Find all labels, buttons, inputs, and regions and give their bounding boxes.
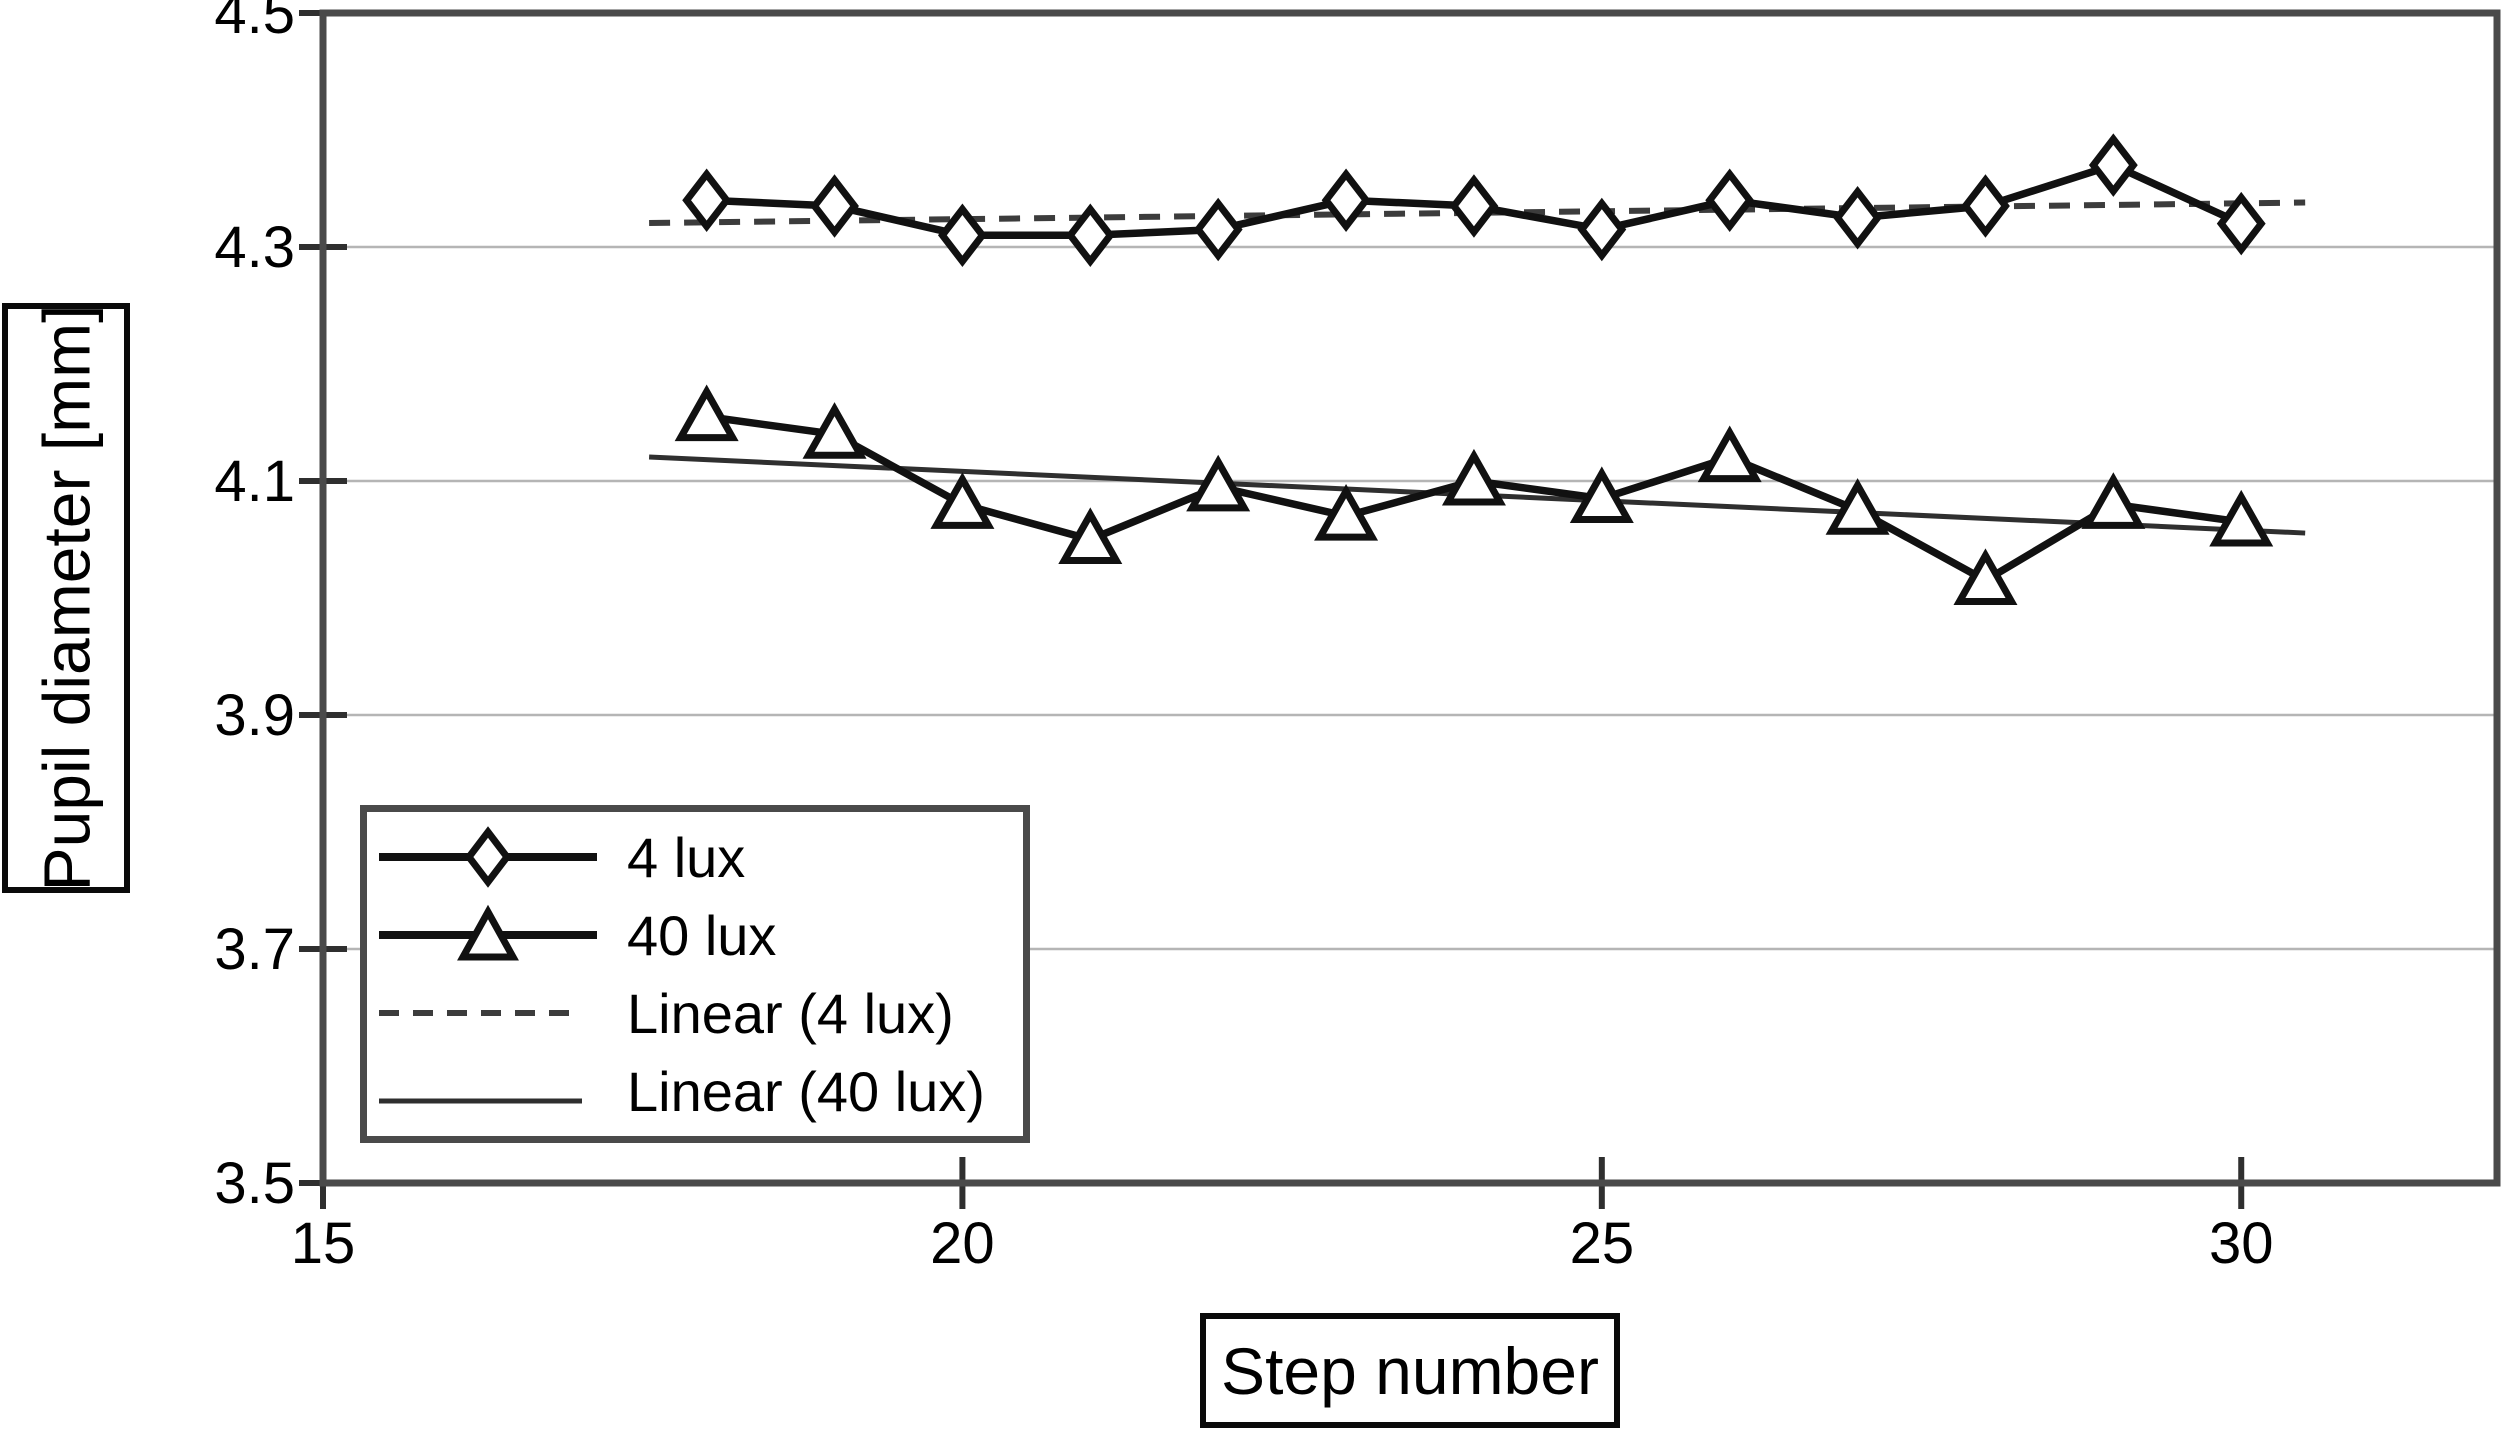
diamond-marker (2216, 191, 2266, 256)
x-tick-label: 30 (2209, 1211, 2274, 1276)
diamond-marker (1449, 174, 1499, 238)
x-tick-label: 15 (291, 1211, 356, 1276)
legend-label: Linear (4 lux) (627, 981, 954, 1045)
dashed-line-icon (379, 1010, 572, 1016)
triangle-marker (674, 384, 739, 442)
triangle-marker (802, 402, 867, 459)
diamond-marker (1961, 174, 2010, 238)
y-tick-label: 4.3 (214, 215, 295, 280)
legend-label: 40 lux (627, 903, 777, 967)
x-tick-label: 25 (1570, 1211, 1635, 1276)
plot-border (319, 9, 2501, 1187)
diamond-marker-icon (379, 826, 597, 888)
diamond-marker (1833, 186, 1883, 250)
y-tick-label: 3.7 (214, 917, 295, 982)
diamond-marker (1577, 197, 1627, 262)
diamond-marker (810, 174, 859, 238)
legend-item-linear-40lux: Linear (40 lux) (367, 1052, 1023, 1130)
triangle-marker (1058, 507, 1123, 564)
triangle-marker (1825, 478, 1890, 535)
triangle-marker (1953, 548, 2018, 605)
legend-item-linear-4lux: Linear (4 lux) (367, 974, 1023, 1052)
triangle-marker (2209, 489, 2274, 547)
y-axis-title-box: Pupil diameter [mm] (2, 303, 130, 893)
y-tick-label: 3.9 (214, 683, 295, 748)
solid-line-icon (379, 1098, 582, 1104)
legend-item-40lux: 40 lux (367, 896, 1023, 974)
diamond-marker (1705, 168, 1755, 232)
legend-label: 4 lux (627, 825, 746, 889)
diamond-marker (682, 168, 732, 232)
trendline-dashed (649, 199, 2306, 227)
y-axis-title: Pupil diameter [mm] (29, 304, 104, 892)
diamond-marker (1321, 168, 1371, 232)
diamond-marker (2088, 133, 2138, 197)
y-tick-label: 4.1 (214, 449, 295, 514)
diamond-marker (1065, 203, 1115, 268)
triangle-marker (930, 472, 995, 529)
y-tick-label: 3.5 (214, 1151, 295, 1216)
diamond-marker (937, 203, 987, 268)
diamond-marker (1193, 197, 1243, 262)
triangle-marker (1441, 448, 1506, 506)
y-tick-label: 4.5 (214, 0, 295, 46)
x-tick-label: 20 (930, 1211, 995, 1276)
triangle-marker (1186, 454, 1251, 512)
triangle-marker (2081, 472, 2146, 529)
x-axis-title-box: Step number (1200, 1313, 1620, 1428)
triangle-marker (1569, 466, 1634, 524)
legend-label: Linear (40 lux) (627, 1059, 985, 1123)
x-axis-title: Step number (1221, 1333, 1599, 1408)
triangle-marker (1697, 425, 1762, 483)
legend-item-4lux: 4 lux (367, 818, 1023, 896)
triangle-marker-icon (379, 904, 597, 961)
triangle-marker (1314, 483, 1379, 541)
legend: 4 lux 40 lux Linear (4 lux) Linear (40 l… (360, 805, 1030, 1143)
